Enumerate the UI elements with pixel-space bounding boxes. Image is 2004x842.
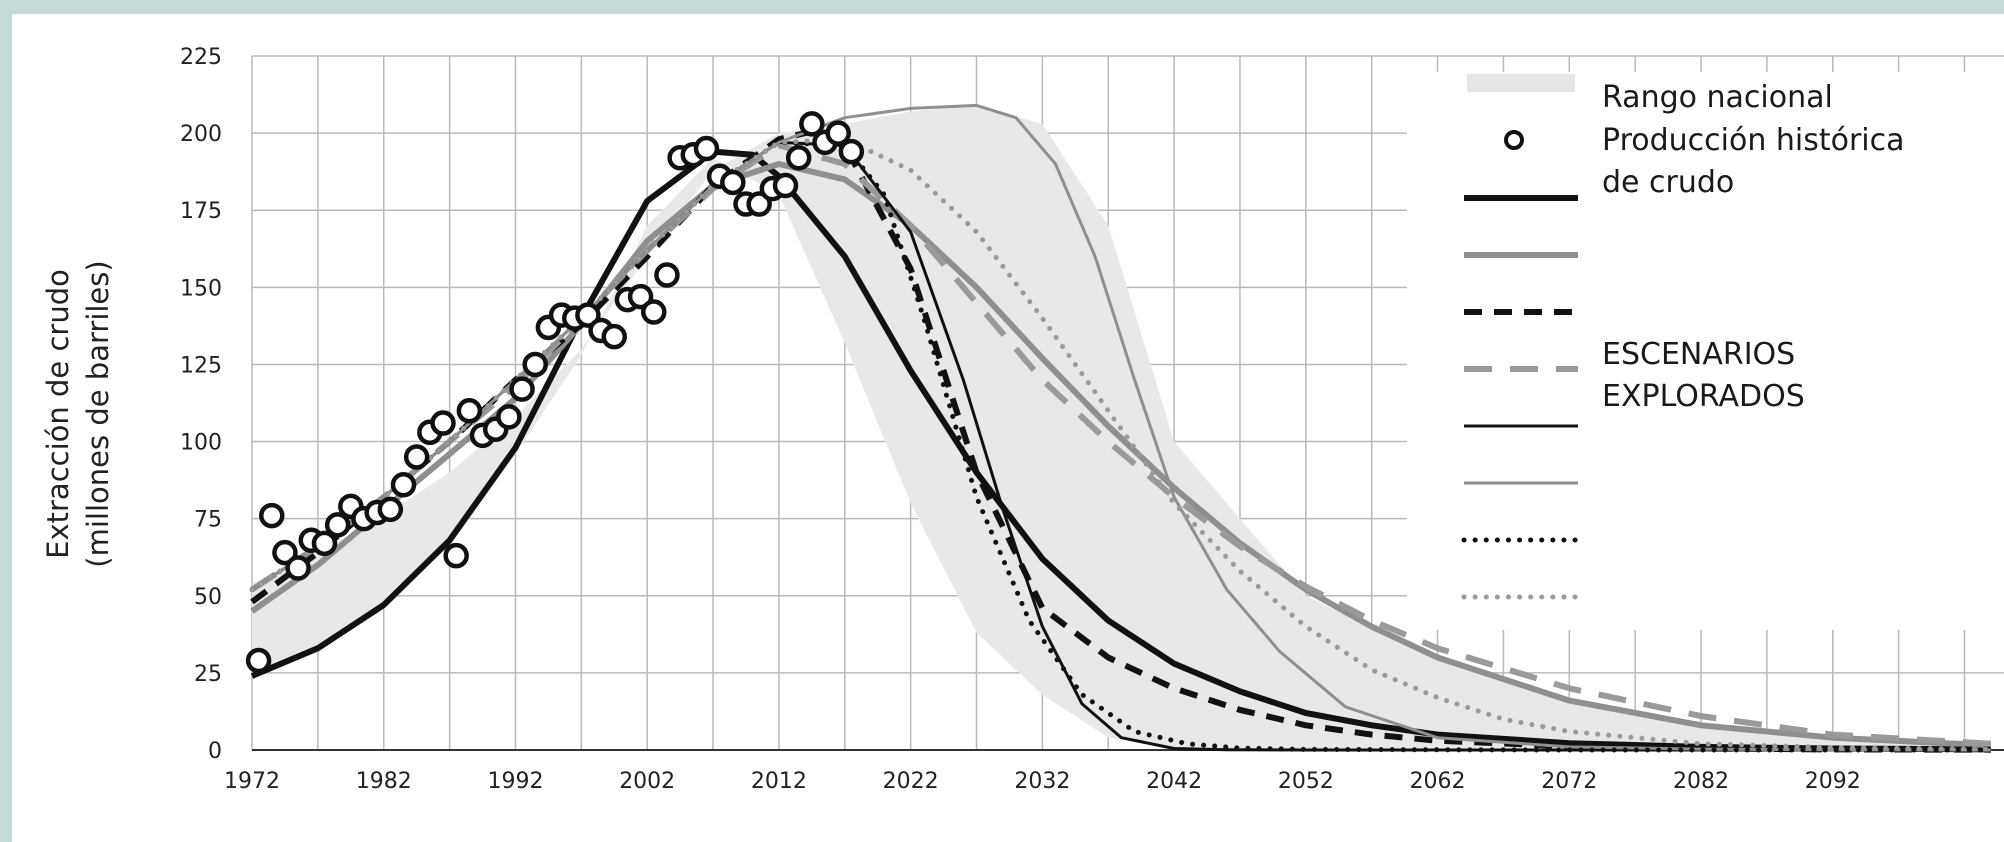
historical-point <box>627 283 654 310</box>
historical-point <box>575 302 601 328</box>
historical-point <box>311 530 338 557</box>
historical-point <box>641 299 667 325</box>
series-line-black-dotted <box>249 139 1994 753</box>
historical-point <box>509 376 535 402</box>
y-tick-label: 100 <box>180 431 222 456</box>
historical-point <box>285 555 311 581</box>
historical-point <box>825 120 851 146</box>
chart-panel: Rango nacional Producción histórica de c… <box>12 14 2004 842</box>
legend: Rango nacional Producción histórica de c… <box>1461 74 1905 600</box>
x-tick-label: 2082 <box>1673 769 1729 794</box>
x-tick-label: 2032 <box>1014 769 1070 794</box>
historical-point <box>522 351 548 378</box>
x-tick-label: 2012 <box>751 769 807 794</box>
x-tick-label: 2042 <box>1146 769 1202 794</box>
x-tick-label: 2062 <box>1410 769 1466 794</box>
legend-historical-label-line-1: Producción histórica <box>1602 123 1905 158</box>
legend-scenarios-label-line-2: EXPLORADOS <box>1602 379 1805 414</box>
historical-point <box>785 145 812 171</box>
x-tick-label: 1992 <box>487 769 543 794</box>
legend-background <box>1407 72 2004 630</box>
legend-box <box>1407 72 2004 630</box>
historical-point <box>746 191 772 217</box>
y-axis-label-line-1: Extracción de crudo <box>41 269 75 559</box>
historical-point <box>443 542 469 569</box>
y-tick-label: 200 <box>180 122 222 147</box>
historical-points <box>245 111 865 674</box>
y-tick-label: 50 <box>194 585 222 610</box>
historical-point <box>403 444 430 470</box>
historical-point <box>456 397 483 424</box>
x-tick-label: 1982 <box>356 769 412 794</box>
extraction-chart: Rango nacional Producción histórica de c… <box>41 45 2004 794</box>
historical-point <box>245 647 272 674</box>
legend-scenarios-label-line-1: ESCENARIOS <box>1602 337 1795 372</box>
historical-point <box>799 111 825 137</box>
series-line-black-dashed <box>250 127 1991 753</box>
y-tick-label: 150 <box>180 276 222 301</box>
x-tick-label: 2052 <box>1278 769 1334 794</box>
historical-point <box>377 496 404 523</box>
historical-point <box>496 404 522 430</box>
y-tick-label: 0 <box>208 739 222 764</box>
x-tick-label: 1972 <box>224 769 280 794</box>
y-tick-label: 175 <box>180 199 222 224</box>
historical-point <box>390 471 417 498</box>
y-tick-label: 75 <box>194 508 222 533</box>
y-tick-label: 25 <box>194 662 222 687</box>
x-tick-label: 2072 <box>1541 769 1597 794</box>
historical-point <box>693 135 720 162</box>
y-tick-label: 225 <box>180 45 222 70</box>
historical-point <box>601 323 628 350</box>
historical-point <box>720 169 746 196</box>
historical-point <box>838 138 865 165</box>
legend-range-label: Rango nacional <box>1602 80 1833 115</box>
y-axis-ticks: 0 25 50 75 100 125 150 175 200 225 <box>180 45 222 764</box>
y-axis-label: Extracción de crudo (millones de barrile… <box>41 260 115 567</box>
historical-point <box>772 172 799 199</box>
y-tick-label: 125 <box>180 353 222 378</box>
x-tick-label: 2092 <box>1805 769 1861 794</box>
series-line-black-thick <box>250 148 1991 753</box>
x-tick-label: 2022 <box>883 769 939 794</box>
historical-point <box>272 539 298 566</box>
historical-point <box>259 502 285 529</box>
historical-point <box>430 410 456 436</box>
legend-range-swatch <box>1467 74 1575 92</box>
legend-historical-label-line-2: de crudo <box>1602 165 1734 200</box>
y-axis-label-line-2: (millones de barriles) <box>81 260 115 567</box>
legend-historical-marker <box>1504 130 1524 150</box>
series-line-gray-dotted <box>249 136 1994 752</box>
historical-point <box>324 512 351 538</box>
x-axis-ticks: 1972 1982 1992 2002 2012 2022 2032 2042 2052 2062… <box>224 769 1861 794</box>
x-tick-label: 2002 <box>619 769 675 794</box>
series-line-gray-dashed <box>250 142 1991 747</box>
historical-point <box>654 262 680 288</box>
